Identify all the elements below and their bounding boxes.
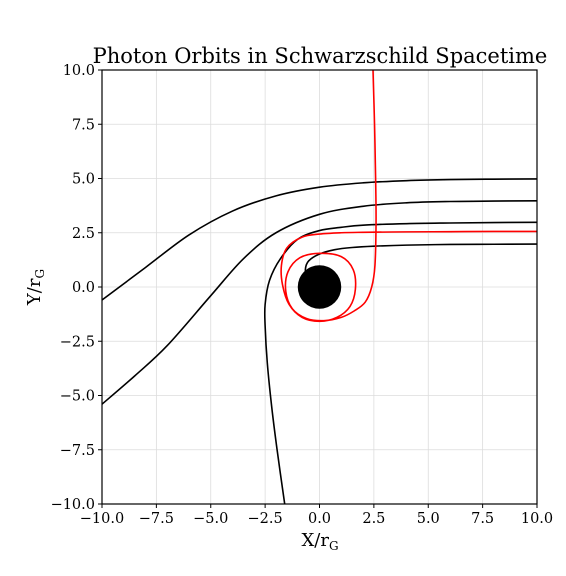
y-tick-label: 10.0 xyxy=(63,63,95,79)
y-tick-label: −5.0 xyxy=(60,389,95,405)
y-tick-label: 2.5 xyxy=(72,226,95,242)
x-axis-label: X/rG xyxy=(301,530,338,553)
x-axis-label-main: X/r xyxy=(301,530,329,551)
y-tick-label: 7.5 xyxy=(72,117,95,133)
y-axis-ticks: −10.0 −7.5 −5.0 −2.5 0.0 2.5 5.0 7.5 10.0 xyxy=(51,63,102,513)
x-tick-label: 5.0 xyxy=(417,511,440,527)
y-tick-label: −2.5 xyxy=(60,334,95,350)
y-tick-label: −10.0 xyxy=(51,497,95,513)
black-hole xyxy=(297,265,342,309)
orbit-series-1 xyxy=(102,178,537,301)
orbit-series-5 xyxy=(280,70,537,323)
x-tick-label: 0.0 xyxy=(308,511,331,527)
orbit-series-3 xyxy=(263,221,537,504)
orbit-series-2 xyxy=(102,200,537,405)
x-tick-label: −5.0 xyxy=(193,511,228,527)
x-tick-label: 2.5 xyxy=(362,511,385,527)
x-tick-label: −2.5 xyxy=(248,511,283,527)
plot-area xyxy=(102,70,537,504)
orbit-series-4 xyxy=(304,243,537,280)
y-axis-label: Y/rG xyxy=(24,269,47,306)
chart-title: Photon Orbits in Schwarzschild Spacetime xyxy=(93,44,548,68)
y-tick-label: 0.0 xyxy=(72,280,95,296)
x-tick-label: 7.5 xyxy=(471,511,494,527)
y-axis-label-main: Y/r xyxy=(24,278,45,306)
x-axis-label-subscript: G xyxy=(329,539,339,553)
y-tick-label: 5.0 xyxy=(72,172,95,188)
x-axis-ticks: −10.0 −7.5 −5.0 −2.5 0.0 2.5 5.0 7.5 10.0 xyxy=(80,504,553,527)
x-tick-label: −7.5 xyxy=(139,511,174,527)
y-axis-label-subscript: G xyxy=(33,269,47,279)
x-tick-label: 10.0 xyxy=(521,511,553,527)
x-tick-label: −10.0 xyxy=(80,511,124,527)
y-tick-label: −7.5 xyxy=(60,443,95,459)
